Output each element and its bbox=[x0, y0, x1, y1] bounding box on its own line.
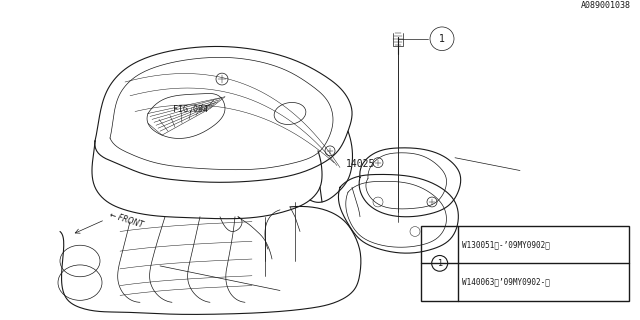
Text: 1: 1 bbox=[439, 34, 445, 44]
Text: 1: 1 bbox=[437, 259, 442, 268]
Text: A089001038: A089001038 bbox=[580, 1, 630, 10]
Text: W140063（’09MY0902-）: W140063（’09MY0902-） bbox=[462, 278, 550, 287]
Text: FIG.094: FIG.094 bbox=[173, 105, 208, 114]
Text: ← FRONT: ← FRONT bbox=[108, 210, 144, 229]
Bar bbox=[421, 226, 629, 301]
Text: W130051（-’09MY0902）: W130051（-’09MY0902） bbox=[462, 240, 550, 249]
Text: 14025: 14025 bbox=[346, 159, 375, 169]
